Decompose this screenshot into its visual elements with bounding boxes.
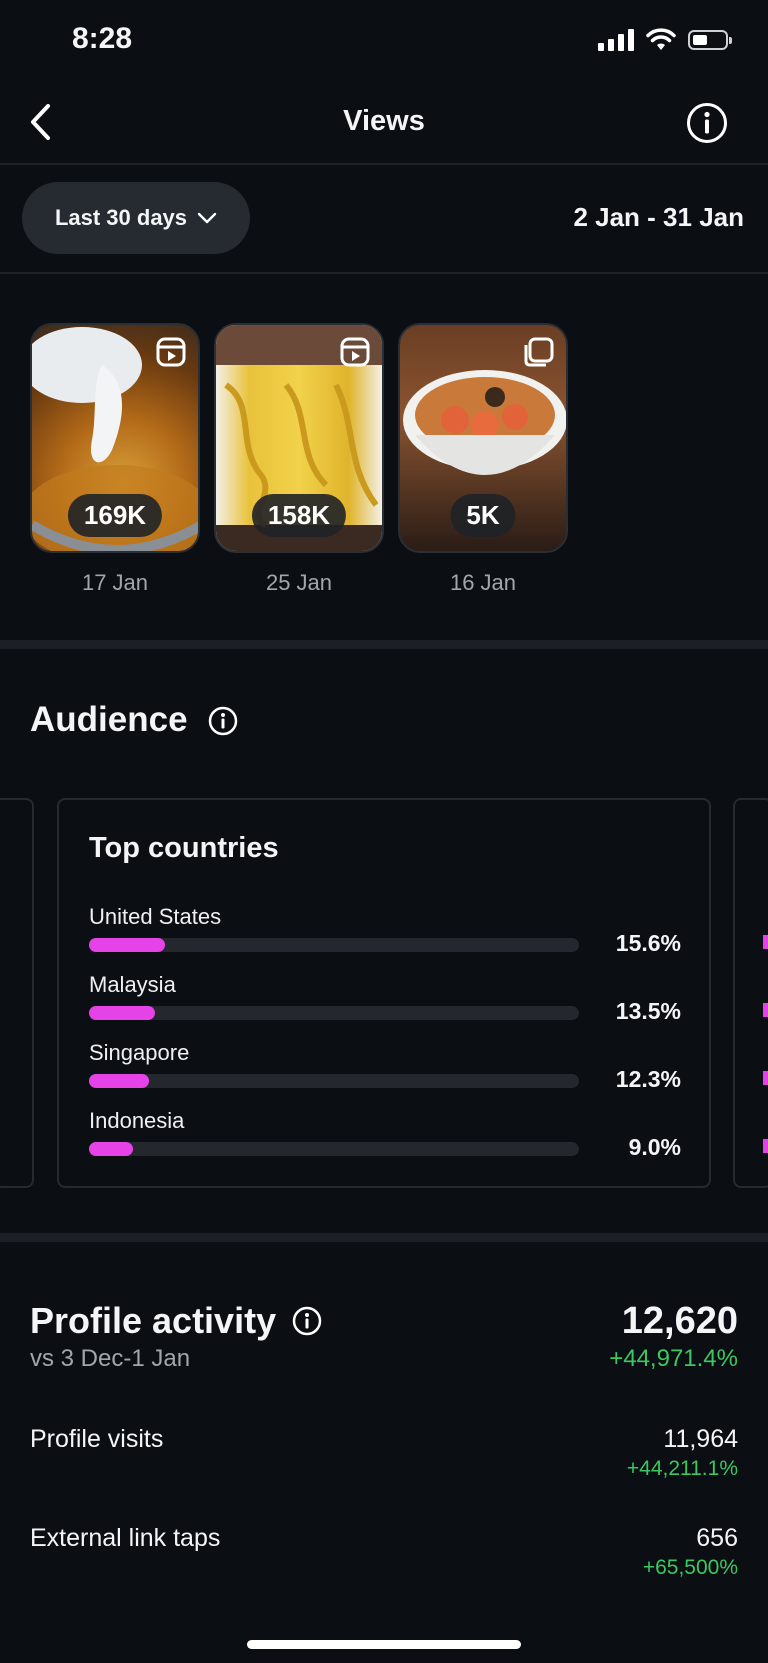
metric-change: +44,211.1% <box>626 1457 738 1480</box>
country-bar-track <box>89 938 579 952</box>
audience-info-button[interactable] <box>208 706 238 741</box>
profile-activity-total: 12,620 <box>621 1300 738 1342</box>
info-icon <box>687 103 727 143</box>
back-button[interactable] <box>20 100 60 144</box>
page-title: Views <box>343 105 425 137</box>
country-name: Indonesia <box>89 1108 185 1133</box>
media-date: 16 Jan <box>449 570 517 595</box>
media-thumbnail[interactable]: 169K <box>30 323 200 553</box>
section-divider <box>0 1233 768 1242</box>
status-time: 8:28 <box>72 22 133 55</box>
profile-activity-title: Profile activity <box>30 1300 277 1341</box>
profile-activity-header: Profile activity <box>30 1300 322 1342</box>
card-title: Top countries <box>89 832 279 864</box>
media-thumbnail[interactable]: 5K <box>398 323 568 553</box>
battery-icon <box>688 30 732 50</box>
prev-card-edge[interactable] <box>0 798 34 1188</box>
country-bar-fill <box>89 1074 150 1088</box>
country-bar-track <box>89 1006 579 1020</box>
home-indicator[interactable] <box>247 1640 521 1649</box>
audience-title: Audience <box>30 700 188 739</box>
country-bar-fill <box>89 938 166 952</box>
carousel-icon <box>524 337 554 367</box>
reel-icon <box>156 337 186 367</box>
country-name: Singapore <box>89 1040 190 1065</box>
next-card-bar <box>763 935 768 949</box>
thumbnail-image <box>403 370 566 475</box>
date-range-text: 2 Jan - 31 Jan <box>573 202 744 232</box>
country-bar-fill <box>89 1006 156 1020</box>
country-name: Malaysia <box>89 972 176 997</box>
country-bar-track <box>89 1142 579 1156</box>
country-bar-track <box>89 1074 579 1088</box>
reel-icon <box>340 337 370 367</box>
signal-icon <box>598 29 634 51</box>
date-range-dropdown[interactable]: Last 30 days <box>22 182 250 254</box>
metric-change: +65,500% <box>642 1556 738 1579</box>
media-thumbnail[interactable]: 158K <box>214 323 384 553</box>
chevron-down-icon <box>197 212 217 224</box>
next-card-bar <box>763 1003 768 1017</box>
metric-value: 11,964 <box>663 1425 738 1453</box>
next-card-edge[interactable] <box>733 798 768 1188</box>
info-button[interactable] <box>686 102 728 149</box>
chevron-left-icon <box>31 104 50 140</box>
comparison-period: vs 3 Dec-1 Jan <box>30 1345 191 1372</box>
next-card-bar <box>763 1071 768 1085</box>
media-date: 17 Jan <box>81 570 149 595</box>
country-percent: 13.5% <box>615 998 681 1024</box>
media-date: 25 Jan <box>265 570 333 595</box>
wifi-icon <box>646 28 676 50</box>
date-range-dropdown-label: Last 30 days <box>54 205 188 230</box>
country-percent: 9.0% <box>628 1134 681 1160</box>
metric-value: 656 <box>696 1524 738 1552</box>
country-percent: 12.3% <box>615 1066 681 1092</box>
metric-label-external-link-taps: External link taps <box>30 1524 221 1552</box>
country-name: United States <box>89 904 222 929</box>
info-icon[interactable] <box>292 1306 322 1336</box>
header-divider <box>0 163 768 165</box>
next-card-bar <box>763 1139 768 1153</box>
view-count-badge: 5K <box>450 494 516 537</box>
view-count-badge: 158K <box>251 494 347 537</box>
top-countries-card[interactable]: Top countries United States 15.6% Malays… <box>57 798 711 1188</box>
section-divider <box>0 640 768 649</box>
status-icons <box>598 28 732 52</box>
profile-activity-change: +44,971.4% <box>609 1345 738 1372</box>
view-count-badge: 169K <box>67 494 163 537</box>
country-percent: 15.6% <box>615 930 681 956</box>
country-bar-fill <box>89 1142 134 1156</box>
filter-divider <box>0 272 768 274</box>
info-icon <box>208 706 238 736</box>
metric-label-profile-visits: Profile visits <box>30 1425 164 1453</box>
